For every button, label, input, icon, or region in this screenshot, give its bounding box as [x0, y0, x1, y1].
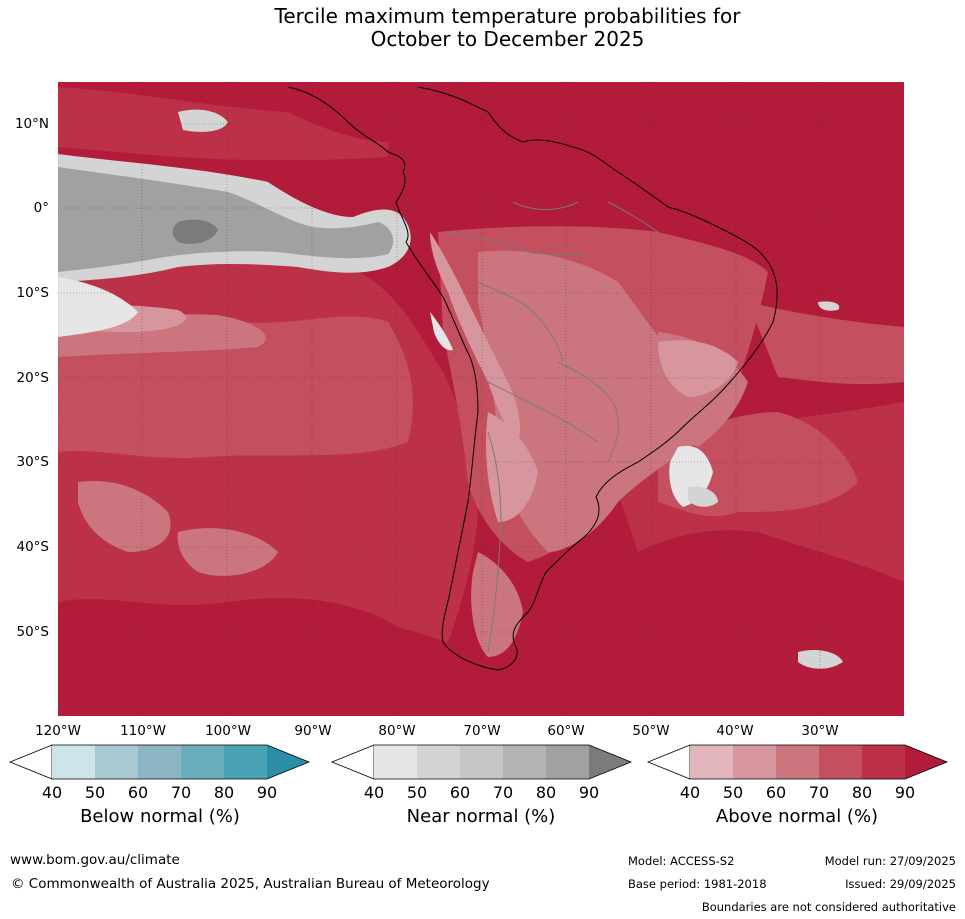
near-normal-south-atlantic-spot [688, 486, 718, 507]
lon-label-100w: 100°W [205, 723, 251, 739]
map-title-line1: Tercile maximum temperature probabilitie… [274, 4, 741, 28]
cb-above-tick-70: 70 [809, 783, 829, 802]
colorbar-label-near: Near normal (%) [406, 806, 556, 827]
lat-label-40s: 40°S [16, 539, 50, 555]
lon-label-120w: 120°W [35, 723, 81, 739]
map-title-line2: October to December 2025 [370, 27, 645, 51]
cb-above-seg-4 [819, 745, 862, 779]
cb-above-tick-40: 40 [680, 783, 700, 802]
cb-below-tick-50: 50 [85, 783, 105, 802]
colorbar-above-normal: 40 50 60 70 80 90 [646, 744, 949, 802]
cb-below-tick-90: 90 [257, 783, 277, 802]
colorbar-near-normal: 40 50 60 70 80 90 [330, 744, 633, 802]
cb-above-seg-0 [646, 744, 691, 780]
issued-date: Issued: 29/09/2025 [845, 877, 956, 891]
lon-label-90w: 90°W [294, 723, 332, 739]
cb-above-tick-60: 60 [766, 783, 786, 802]
above-40-andes-band [430, 232, 520, 442]
cb-above-tick-90: 90 [895, 783, 915, 802]
cb-below-seg-0 [8, 744, 53, 780]
cb-near-tick-50: 50 [407, 783, 427, 802]
near-normal-pacific-core [172, 219, 218, 244]
colorbar-legend: 40 50 60 70 80 90 40 50 60 70 80 90 40 5… [8, 744, 949, 802]
copyright-text: © Commonwealth of Australia 2025, Austra… [11, 876, 490, 892]
model-run-date: Model run: 27/09/2025 [824, 854, 956, 868]
cb-near-tick-70: 70 [493, 783, 513, 802]
cb-near-seg-3 [460, 745, 503, 779]
lat-label-30s: 30°S [16, 454, 50, 470]
cb-below-seg-2 [95, 745, 138, 779]
above-40-south-brazil [658, 340, 738, 397]
above-50-east-pacific-spots [78, 481, 171, 552]
near-normal-peru-coast [430, 312, 453, 351]
cb-below-seg-1 [52, 745, 95, 779]
above-60-northeast-atlantic [748, 302, 904, 385]
lon-label-60w: 60°W [547, 723, 585, 739]
boundaries-disclaimer: Boundaries are not considered authoritat… [701, 900, 956, 914]
cb-below-tick-80: 80 [214, 783, 234, 802]
above-50-patagonia [471, 552, 523, 657]
cb-above-seg-5 [862, 745, 905, 779]
lon-label-80w: 80°W [378, 723, 416, 739]
cb-near-seg-6 [589, 745, 631, 779]
cb-near-seg-1 [374, 745, 417, 779]
model-name: Model: ACCESS-S2 [628, 854, 735, 868]
cb-below-tick-60: 60 [128, 783, 148, 802]
cb-above-seg-2 [733, 745, 776, 779]
cb-below-seg-6 [267, 745, 309, 779]
cb-below-tick-70: 70 [171, 783, 191, 802]
lat-label-0: 0° [33, 200, 49, 216]
cb-above-seg-6 [905, 745, 947, 779]
lon-label-30w: 30°W [801, 723, 839, 739]
colorbar-label-below: Below normal (%) [80, 806, 240, 827]
probability-map [58, 82, 904, 716]
near-normal-south-pacific [798, 650, 843, 669]
lon-label-70w: 70°W [463, 723, 501, 739]
above-50-south-pacific-spots [177, 528, 278, 576]
cb-below-seg-4 [181, 745, 224, 779]
lat-label-50s: 50°S [16, 624, 50, 640]
cb-near-tick-40: 40 [364, 783, 384, 802]
cb-below-seg-3 [138, 745, 181, 779]
near-normal-central-america [178, 109, 228, 132]
cb-above-tick-80: 80 [852, 783, 872, 802]
cb-above-seg-3 [776, 745, 819, 779]
cb-near-tick-80: 80 [536, 783, 556, 802]
colorbar-below-normal: 40 50 60 70 80 90 [8, 744, 311, 802]
coastline-south-america [287, 86, 778, 671]
website-link[interactable]: www.bom.gov.au/climate [10, 852, 180, 868]
lon-label-110w: 110°W [120, 723, 166, 739]
lon-label-40w: 40°W [716, 723, 754, 739]
cb-below-tick-40: 40 [42, 783, 62, 802]
cb-near-seg-0 [330, 744, 375, 780]
cb-above-seg-1 [690, 745, 733, 779]
above-40-argentina-pampas [486, 412, 538, 522]
cb-near-tick-90: 90 [579, 783, 599, 802]
colorbar-label-above: Above normal (%) [715, 806, 879, 827]
cb-near-seg-5 [546, 745, 589, 779]
graticule [58, 82, 904, 716]
lat-label-10n: 10°N [14, 116, 49, 132]
cb-near-tick-60: 60 [450, 783, 470, 802]
cb-near-seg-2 [417, 745, 460, 779]
cb-near-seg-4 [503, 745, 546, 779]
near-normal-subtropical-atlantic [818, 301, 840, 311]
lat-label-10s: 10°S [16, 285, 50, 301]
cb-below-seg-5 [224, 745, 267, 779]
country-borders [447, 201, 659, 653]
lon-label-50w: 50°W [632, 723, 670, 739]
base-period: Base period: 1981-2018 [628, 877, 767, 891]
lat-label-20s: 20°S [16, 370, 50, 386]
near-normal-western-pacific [58, 277, 138, 337]
cb-above-tick-50: 50 [723, 783, 743, 802]
